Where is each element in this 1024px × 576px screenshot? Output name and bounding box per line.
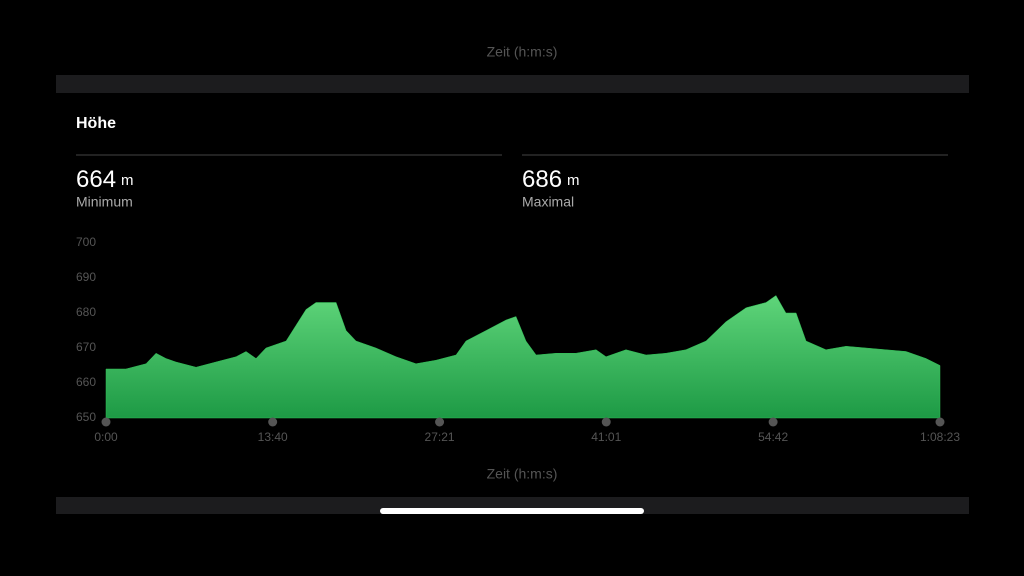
separator-band <box>56 497 969 514</box>
y-tick-label: 690 <box>76 270 96 284</box>
stat-unit: m <box>121 172 134 189</box>
stat-label: Maximal <box>522 194 574 210</box>
plot: 650 660 670 680 690 700 0:00 13:40 27:21 41:01 54:… <box>76 235 960 482</box>
section-title: Höhe <box>76 115 116 132</box>
y-tick-label: 680 <box>76 305 96 319</box>
stat-value: 664 <box>76 166 116 193</box>
x-tick-label: 13:40 <box>258 430 288 444</box>
x-tick-dot <box>935 417 945 427</box>
home-indicator <box>380 508 644 514</box>
stat-value: 686 <box>522 166 562 193</box>
y-tick-label: 660 <box>76 375 96 389</box>
stat-min: 664 m <box>76 166 134 193</box>
y-tick-label: 650 <box>76 410 96 424</box>
x-tick-dot <box>768 417 778 427</box>
x-tick-label: 41:01 <box>591 430 621 444</box>
x-tick-dot <box>268 417 278 427</box>
x-tick-label: 1:08:23 <box>920 430 960 444</box>
x-tick-label: 0:00 <box>94 430 118 444</box>
elevation-area <box>105 295 941 419</box>
x-tick-dot <box>601 417 611 427</box>
stat-max: 686 m <box>522 166 580 193</box>
stat-label: Minimum <box>76 194 133 210</box>
stat-unit: m <box>567 172 580 189</box>
y-tick-label: 700 <box>76 235 96 249</box>
x-axis-title: Zeit (h:m:s) <box>487 466 558 482</box>
x-tick-dot <box>435 417 445 427</box>
y-tick-label: 670 <box>76 340 96 354</box>
x-tick-dot <box>101 417 111 427</box>
separator-band <box>56 75 969 93</box>
x-tick-label: 27:21 <box>425 430 455 444</box>
x-tick-label: 54:42 <box>758 430 788 444</box>
top-caption: Zeit (h:m:s) <box>487 44 558 60</box>
